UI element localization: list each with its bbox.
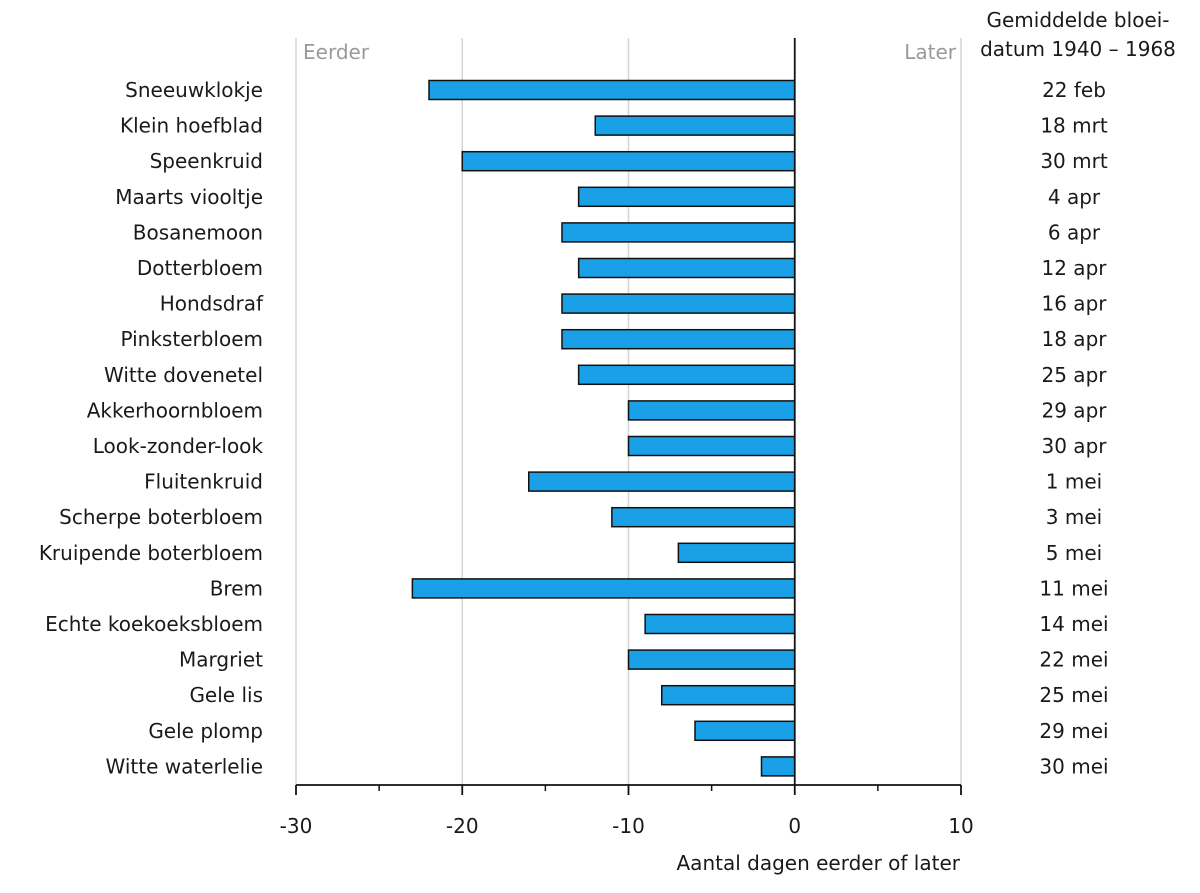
- bar: [760, 756, 796, 777]
- bloom-date-label: 22 mei: [1039, 648, 1108, 672]
- bloom-date-label: 5 mei: [1046, 541, 1102, 565]
- x-tick-label: -10: [612, 814, 645, 838]
- bars: [411, 79, 796, 777]
- category-label: Dotterbloem: [137, 256, 263, 280]
- bloom-date-label: 18 mrt: [1040, 114, 1108, 138]
- bloom-date-label: 16 apr: [1042, 292, 1108, 316]
- category-label: Witte dovenetel: [104, 363, 263, 387]
- bar: [461, 150, 796, 172]
- bloom-date-label: 30 apr: [1042, 434, 1108, 458]
- bloom-header-line-1: Gemiddelde bloei-: [986, 8, 1169, 32]
- bloom-date-label: 30 mrt: [1040, 149, 1108, 173]
- bloom-date-label: 4 apr: [1048, 185, 1101, 209]
- bloom-date-label: 29 apr: [1042, 398, 1108, 422]
- category-label: Margriet: [179, 648, 263, 672]
- bloom-date-label: 29 mei: [1039, 719, 1108, 743]
- category-label: Scherpe boterbloem: [59, 505, 263, 529]
- category-label: Witte waterlelie: [106, 754, 264, 778]
- bloom-date-label: 3 mei: [1046, 505, 1102, 529]
- category-label: Look-zonder-look: [93, 434, 264, 458]
- x-tick-label: 0: [788, 814, 801, 838]
- category-label: Brem: [210, 576, 263, 600]
- bloom-date-label: 14 mei: [1039, 612, 1108, 636]
- category-label: Bosanemoon: [133, 220, 263, 244]
- category-label: Hondsdraf: [160, 292, 264, 316]
- x-tick-label: -30: [280, 814, 313, 838]
- bar: [644, 613, 796, 635]
- bar: [611, 506, 796, 528]
- bar: [428, 79, 796, 101]
- bloom-date-label: 11 mei: [1039, 576, 1108, 600]
- bar: [411, 578, 796, 599]
- category-label: Fluitenkruid: [144, 470, 263, 494]
- bloom-date-label: 25 apr: [1042, 363, 1108, 387]
- bar: [627, 649, 796, 670]
- category-labels: Sneeuwklokje Klein hoefblad Speenkruid Maar…: [39, 78, 264, 778]
- right-direction-label: Later: [904, 40, 957, 64]
- category-label: Sneeuwklokje: [125, 78, 263, 102]
- bar: [577, 186, 796, 208]
- bloom-date-label: 30 mei: [1039, 754, 1108, 778]
- bar: [677, 542, 796, 564]
- left-direction-label: Eerder: [303, 40, 370, 64]
- bloom-date-label: 1 mei: [1046, 470, 1102, 494]
- bar: [561, 222, 796, 243]
- bloom-date-label: 22 feb: [1042, 78, 1106, 102]
- bar: [594, 115, 796, 136]
- bar: [627, 400, 796, 421]
- category-label: Akkerhoornbloem: [87, 398, 263, 422]
- category-label: Speenkruid: [150, 149, 263, 173]
- bar: [561, 293, 796, 314]
- bar: [577, 257, 796, 279]
- category-label: Echte koekoeksbloem: [45, 612, 263, 636]
- x-tick-label: 10: [948, 814, 973, 838]
- bar: [528, 471, 796, 492]
- category-label: Klein hoefblad: [120, 114, 263, 138]
- category-label: Kruipende boterbloem: [39, 541, 263, 565]
- bloom-date-label: 12 apr: [1042, 256, 1108, 280]
- category-label: Maarts viooltje: [115, 185, 263, 209]
- x-axis-title: Aantal dagen eerder of later: [677, 851, 961, 875]
- bar: [661, 684, 796, 706]
- x-axis: -30 -20 -10 0 10: [280, 38, 974, 838]
- bloom-date-label: 6 apr: [1048, 220, 1101, 244]
- bloom-date-labels: 22 feb 18 mrt 30 mrt 4 apr 6 apr 12 apr 16 apr…: [1039, 78, 1108, 778]
- bloom-header-line-2: datum 1940 – 1968: [980, 37, 1176, 61]
- bar: [577, 364, 796, 386]
- bloom-date-label: 18 apr: [1042, 327, 1108, 351]
- bar: [561, 328, 796, 350]
- category-label: Pinksterbloem: [121, 327, 264, 351]
- x-tick-label: -20: [446, 814, 479, 838]
- bar: [627, 435, 796, 457]
- category-label: Gele lis: [189, 683, 263, 707]
- category-label: Gele plomp: [148, 719, 263, 743]
- bar: [694, 720, 796, 742]
- bloom-date-label: 25 mei: [1039, 683, 1108, 707]
